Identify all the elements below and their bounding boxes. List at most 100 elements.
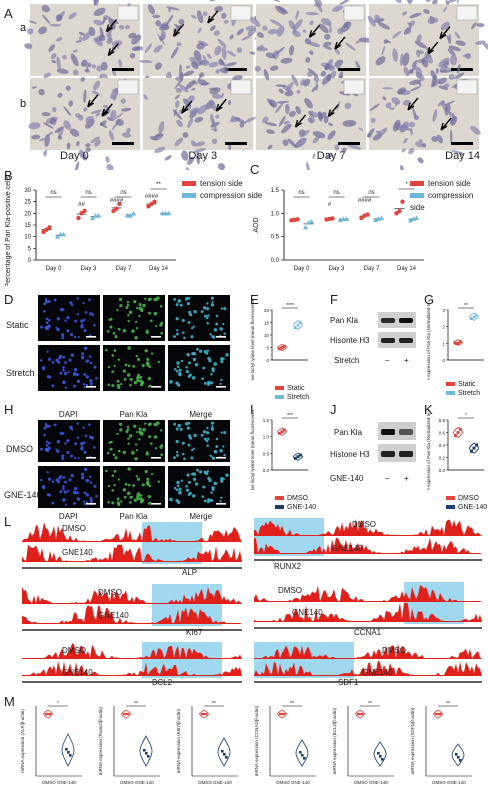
cell <box>133 300 137 304</box>
cell <box>184 421 189 426</box>
cell <box>76 422 80 425</box>
cell <box>119 304 123 308</box>
nucleus <box>143 94 148 100</box>
data-point <box>458 427 463 431</box>
cell <box>150 319 153 323</box>
cell <box>48 441 51 445</box>
cell <box>80 355 85 360</box>
nucleus <box>454 31 461 39</box>
cell <box>105 348 108 352</box>
nucleus <box>377 127 388 138</box>
genome-track <box>254 518 482 561</box>
nucleus <box>275 5 287 15</box>
cell <box>173 335 176 338</box>
cell <box>40 359 43 362</box>
y-tick-label: 2 <box>442 325 445 330</box>
nucleus <box>424 52 433 64</box>
cell <box>146 477 150 481</box>
track-bottom-ki67: GNE140 <box>98 611 129 620</box>
qpcr-plot: mRNA expression (BCL2/β-actin) ** DMSO GNE… <box>332 701 394 785</box>
legend-swatch <box>275 496 284 501</box>
y-tick-label: 0.8 <box>439 418 446 423</box>
cell <box>138 438 141 441</box>
cell <box>150 352 154 355</box>
cell <box>131 329 135 333</box>
panel-m-charts: mRNA expression (ALP/β-actin) * DMSO GNE-1… <box>20 701 472 785</box>
cell <box>206 426 209 430</box>
nucleus <box>418 81 422 87</box>
inset-box <box>117 79 139 95</box>
sig-label: ** <box>446 701 450 707</box>
nucleus <box>385 102 392 109</box>
nucleus <box>382 96 387 101</box>
nucleus <box>274 102 284 114</box>
cell <box>62 475 66 479</box>
panel-letter-A: A <box>4 6 13 21</box>
arrow-icon <box>105 19 118 33</box>
scale-bar <box>112 142 134 145</box>
cell <box>148 297 152 301</box>
nucleus <box>129 52 136 59</box>
cell <box>209 454 212 457</box>
nucleus <box>93 19 104 26</box>
cell <box>192 357 197 362</box>
y-axis-label: AOD <box>253 217 260 232</box>
data-point <box>455 753 458 756</box>
cell <box>203 499 207 503</box>
nucleus <box>396 87 407 95</box>
cell <box>127 442 130 445</box>
nucleus <box>211 138 218 145</box>
gene-sdf1: SDF1 <box>338 678 359 687</box>
cell <box>126 491 131 496</box>
cell <box>80 325 84 329</box>
nucleus <box>90 109 102 114</box>
nucleus <box>416 34 422 43</box>
inset-box <box>343 79 365 95</box>
data-point <box>149 201 154 207</box>
cell <box>76 379 81 384</box>
data-point <box>128 213 133 218</box>
cell <box>189 313 193 317</box>
arrow-icon <box>308 24 321 38</box>
data-point <box>414 215 419 220</box>
cell <box>77 456 80 460</box>
data-point <box>360 712 364 716</box>
nucleus <box>99 26 104 39</box>
nucleus <box>421 143 427 148</box>
cell <box>44 424 49 428</box>
cell <box>107 500 110 504</box>
y-tick-label: 15 <box>24 223 31 229</box>
cell <box>213 328 218 332</box>
nucleus <box>339 0 350 5</box>
nucleus <box>195 141 206 147</box>
cell <box>175 381 179 385</box>
y-tick-label: 10 <box>264 333 270 338</box>
nucleus <box>296 90 301 94</box>
nucleus <box>199 72 205 78</box>
nucleus <box>256 47 268 52</box>
fluorescence-image <box>38 345 100 391</box>
cell <box>196 468 199 472</box>
cell <box>153 298 157 302</box>
cell <box>148 311 151 315</box>
nucleus <box>405 128 412 131</box>
cell <box>186 302 191 306</box>
cell <box>69 301 73 305</box>
nucleus <box>193 148 207 153</box>
nucleus <box>416 72 425 81</box>
cell <box>173 486 177 490</box>
cell <box>142 303 146 308</box>
track-top-sdf1: DMSO <box>382 646 406 655</box>
nucleus <box>318 23 329 34</box>
nucleus <box>149 136 158 141</box>
nucleus <box>179 84 189 93</box>
nucleus <box>288 110 296 118</box>
data-point <box>365 212 370 217</box>
nucleus <box>341 147 347 153</box>
cell <box>46 327 50 331</box>
nucleus <box>85 64 90 74</box>
sig-label: ns <box>85 190 91 196</box>
data-point <box>200 712 204 716</box>
cell <box>138 314 141 318</box>
day-label-3: Day 3 <box>188 150 218 162</box>
